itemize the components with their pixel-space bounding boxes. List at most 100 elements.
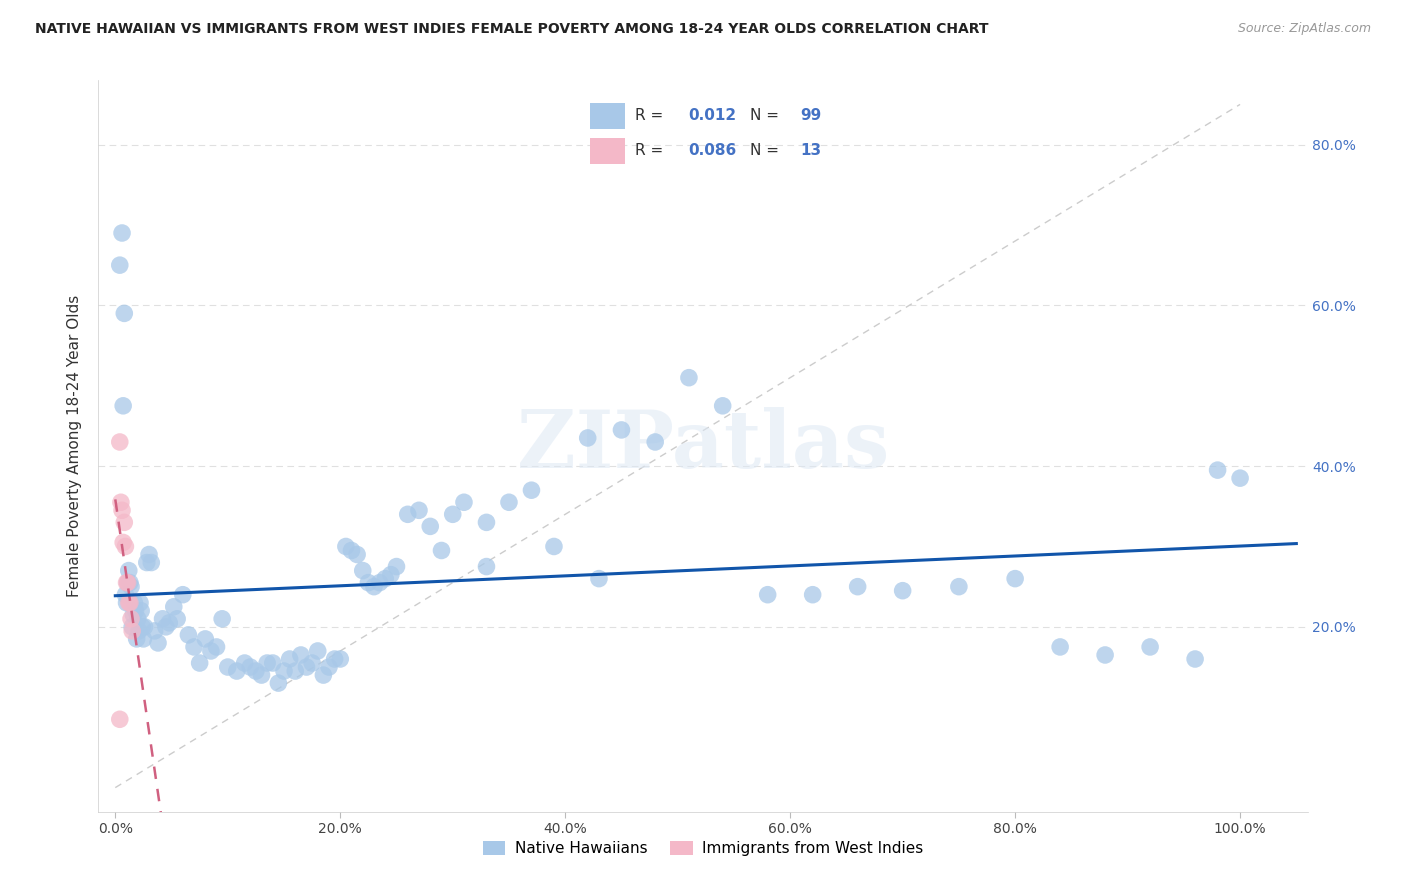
- Point: [374, 572, 396, 586]
- Point: [335, 540, 357, 554]
- Point: [111, 503, 134, 517]
- Point: [363, 580, 385, 594]
- Point: [385, 559, 408, 574]
- Point: [1004, 572, 1026, 586]
- Point: [1094, 648, 1116, 662]
- Point: [340, 543, 363, 558]
- Text: Source: ZipAtlas.com: Source: ZipAtlas.com: [1237, 22, 1371, 36]
- Point: [114, 540, 136, 554]
- Text: ZIPatlas: ZIPatlas: [517, 407, 889, 485]
- Point: [127, 612, 149, 626]
- Point: [357, 575, 380, 590]
- Point: [108, 258, 131, 272]
- Point: [1206, 463, 1229, 477]
- Point: [124, 596, 146, 610]
- Point: [138, 548, 160, 562]
- Point: [177, 628, 200, 642]
- Point: [307, 644, 329, 658]
- Point: [408, 503, 430, 517]
- Point: [163, 599, 186, 614]
- Text: NATIVE HAWAIIAN VS IMMIGRANTS FROM WEST INDIES FEMALE POVERTY AMONG 18-24 YEAR O: NATIVE HAWAIIAN VS IMMIGRANTS FROM WEST …: [35, 22, 988, 37]
- Point: [118, 564, 141, 578]
- Point: [155, 620, 177, 634]
- Point: [157, 615, 180, 630]
- Point: [295, 660, 318, 674]
- Point: [141, 556, 163, 570]
- Point: [891, 583, 914, 598]
- Point: [250, 668, 273, 682]
- Point: [129, 596, 152, 610]
- Point: [396, 508, 419, 522]
- Point: [453, 495, 475, 509]
- Point: [245, 664, 267, 678]
- Point: [256, 656, 278, 670]
- Point: [118, 575, 141, 590]
- Point: [318, 660, 340, 674]
- Point: [172, 588, 194, 602]
- Point: [122, 607, 145, 622]
- Point: [1139, 640, 1161, 654]
- Point: [368, 575, 391, 590]
- Point: [588, 572, 610, 586]
- Point: [114, 588, 136, 602]
- Point: [135, 556, 157, 570]
- Point: [132, 632, 155, 646]
- Point: [380, 567, 402, 582]
- Point: [183, 640, 205, 654]
- Point: [278, 652, 301, 666]
- Point: [329, 652, 352, 666]
- Point: [233, 656, 256, 670]
- Point: [346, 548, 368, 562]
- Point: [262, 656, 284, 670]
- Point: [118, 596, 141, 610]
- Point: [475, 559, 498, 574]
- Point: [475, 516, 498, 530]
- Point: [520, 483, 543, 498]
- Point: [1049, 640, 1071, 654]
- Legend: Native Hawaiians, Immigrants from West Indies: Native Hawaiians, Immigrants from West I…: [477, 835, 929, 863]
- Point: [112, 399, 135, 413]
- Point: [112, 306, 135, 320]
- Point: [284, 664, 307, 678]
- Point: [143, 624, 166, 638]
- Point: [711, 399, 734, 413]
- Point: [200, 644, 222, 658]
- Point: [108, 712, 131, 726]
- Point: [128, 624, 150, 638]
- Point: [188, 656, 211, 670]
- Point: [121, 620, 143, 634]
- Point: [152, 612, 174, 626]
- Point: [121, 624, 143, 638]
- Point: [756, 588, 779, 602]
- Point: [115, 596, 138, 610]
- Y-axis label: Female Poverty Among 18-24 Year Olds: Female Poverty Among 18-24 Year Olds: [67, 295, 83, 597]
- Point: [352, 564, 374, 578]
- Point: [217, 660, 239, 674]
- Point: [498, 495, 520, 509]
- Point: [205, 640, 228, 654]
- Point: [312, 668, 335, 682]
- Point: [120, 612, 142, 626]
- Point: [644, 434, 666, 449]
- Point: [441, 508, 464, 522]
- Point: [146, 636, 169, 650]
- Point: [131, 620, 153, 634]
- Point: [301, 656, 323, 670]
- Point: [117, 575, 139, 590]
- Point: [194, 632, 217, 646]
- Point: [166, 612, 188, 626]
- Point: [129, 604, 152, 618]
- Point: [120, 580, 142, 594]
- Point: [118, 596, 141, 610]
- Point: [801, 588, 824, 602]
- Point: [225, 664, 247, 678]
- Point: [112, 516, 135, 530]
- Point: [112, 535, 135, 549]
- Point: [115, 575, 138, 590]
- Point: [846, 580, 869, 594]
- Point: [1184, 652, 1206, 666]
- Point: [273, 664, 295, 678]
- Point: [610, 423, 633, 437]
- Point: [110, 495, 132, 509]
- Point: [111, 226, 134, 240]
